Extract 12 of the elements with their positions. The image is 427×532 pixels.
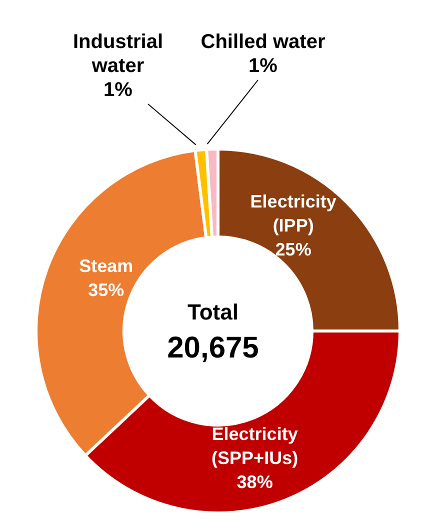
data-label: 1% bbox=[248, 55, 278, 77]
data-label: 25% bbox=[275, 240, 312, 260]
slice-label: Chilled water bbox=[200, 31, 326, 53]
data-label: 35% bbox=[88, 280, 124, 300]
slice-label: Steam bbox=[79, 256, 134, 276]
data-label: 1% bbox=[104, 79, 133, 101]
slice-label: Electricity (SPP+IUs) bbox=[212, 424, 298, 468]
slice-label: Industrial water bbox=[72, 31, 164, 77]
text: Total bbox=[188, 300, 238, 324]
text: 20,675 bbox=[167, 332, 259, 364]
data-label: 38% bbox=[236, 472, 273, 492]
slice-label: Electricity (IPP) bbox=[250, 192, 336, 236]
